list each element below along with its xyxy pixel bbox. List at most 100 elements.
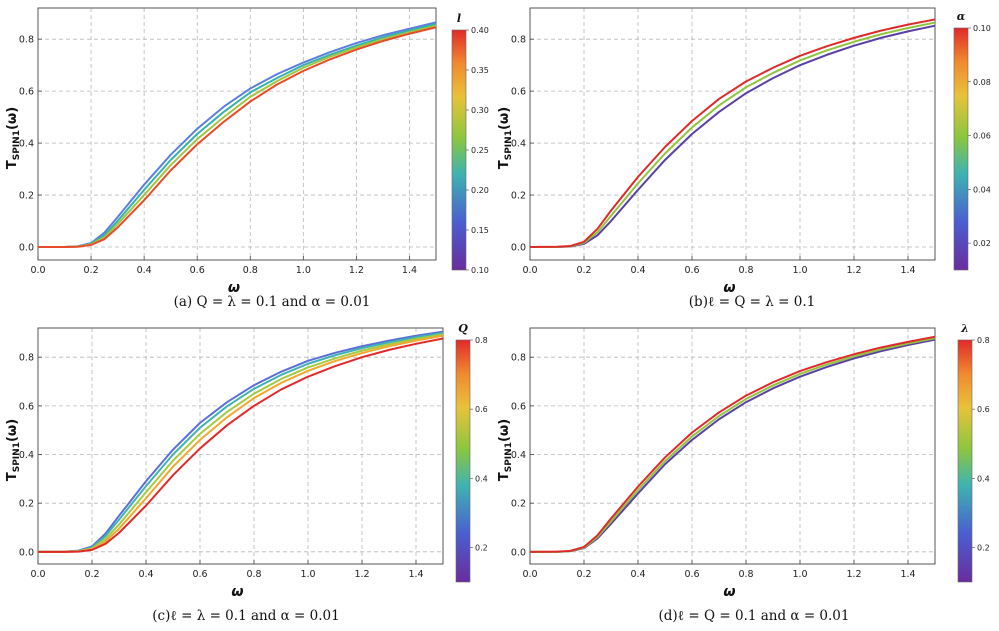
x-tick-label: 0.8: [738, 265, 753, 276]
y-tick-label: 0.8: [19, 353, 34, 364]
x-tick-label: 0.0: [30, 265, 45, 276]
x-tick-label: 0.6: [190, 265, 205, 276]
y-tick-label: 0.6: [511, 87, 526, 98]
colorbar-title: l: [457, 12, 461, 25]
x-tick-label: 0.0: [522, 569, 537, 580]
x-axis-label: ω: [228, 280, 240, 296]
x-tick-label: 1.0: [296, 265, 311, 276]
panel-caption: (a) Q = λ = 0.1 and α = 0.01: [174, 294, 371, 310]
x-tick-label: 0.2: [576, 265, 591, 276]
y-tick-label: 0.0: [19, 243, 34, 254]
series-line-1: [37, 331, 444, 553]
colorbar-tick-label: 0.4: [475, 474, 488, 483]
series-line-1: [38, 23, 437, 249]
panel-d: 0.0 0.2 0.4 0.6 0.8 1.0 1.2 1.40.00.20.40.60.8ω…: [497, 322, 990, 624]
series-line-3: [38, 26, 437, 249]
colorbar-tick-label: 0.02: [973, 239, 991, 248]
y-axis-label: TSPIN1(ω): [497, 419, 514, 481]
plot-frame: [529, 327, 936, 565]
x-tick-label: 0.4: [630, 569, 645, 580]
colorbar-tick-label: 0.2: [977, 543, 990, 552]
x-tick-label: 1.4: [900, 265, 915, 276]
y-tick-label: 0.4: [19, 450, 34, 461]
colorbar-title: λ: [960, 322, 969, 335]
colorbar: [451, 29, 467, 271]
panel-caption: (b)ℓ = Q = λ = 0.1: [689, 294, 815, 310]
x-tick-label: 0.8: [738, 569, 753, 580]
colorbar: [957, 339, 973, 583]
y-tick-label: 0.2: [511, 191, 526, 202]
y-tick-label: 0.2: [511, 499, 526, 510]
colorbar-tick-label: 0.6: [977, 405, 990, 414]
y-tick-label: 0.2: [19, 191, 34, 202]
y-tick-label: 0.8: [511, 35, 526, 46]
x-tick-label: 0.2: [84, 569, 99, 580]
x-tick-label: 1.2: [846, 265, 861, 276]
x-tick-label: 0.4: [630, 265, 645, 276]
colorbar-tick-label: 0.6: [475, 405, 488, 414]
series-line-2: [529, 18, 936, 249]
x-tick-label: 0.2: [84, 265, 99, 276]
plot-frame: [529, 7, 936, 261]
y-tick-label: 0.8: [511, 353, 526, 364]
x-axis-label: ω: [723, 584, 735, 600]
y-tick-label: 0.4: [511, 139, 526, 150]
series-line-2: [529, 335, 936, 553]
panel-caption: (d)ℓ = Q = 0.1 and α = 0.01: [658, 608, 849, 624]
panel-a: 0.0 0.2 0.4 0.6 0.8 1.0 1.2 1.40.00.20.40.60.8ω…: [5, 7, 489, 310]
colorbar-tick-label: 0.2: [475, 543, 488, 552]
x-tick-label: 0.6: [684, 569, 699, 580]
colorbar-tick-label: 0.20: [471, 186, 489, 195]
y-axis-label: TSPIN1(ω): [497, 107, 514, 169]
series-line-2: [37, 333, 444, 553]
x-axis-label: ω: [723, 280, 735, 296]
x-tick-label: 0.6: [684, 265, 699, 276]
series-line-0: [530, 338, 936, 553]
x-tick-label: 1.4: [402, 265, 417, 276]
x-tick-label: 1.0: [792, 265, 807, 276]
colorbar-tick-label: 0.40: [471, 26, 489, 35]
series-line-2: [38, 24, 437, 249]
x-tick-label: 0.6: [192, 569, 207, 580]
panel-caption: (c)ℓ = λ = 0.1 and α = 0.01: [152, 608, 339, 624]
series-line-0: [38, 21, 437, 249]
x-tick-label: 0.0: [30, 569, 45, 580]
y-tick-label: 0.0: [511, 547, 526, 558]
colorbar: [953, 27, 969, 271]
colorbar-tick-label: 0.35: [471, 66, 489, 75]
plot-frame: [37, 7, 437, 261]
x-tick-label: 1.4: [900, 569, 915, 580]
series-line-4: [38, 337, 444, 553]
x-tick-label: 0.2: [576, 569, 591, 580]
x-tick-label: 0.8: [246, 569, 261, 580]
panel-b: 0.0 0.2 0.4 0.6 0.8 1.0 1.2 1.40.00.20.40.60.8ω…: [497, 7, 991, 310]
x-axis-label: ω: [231, 584, 243, 600]
colorbar-tick-label: 0.8: [475, 336, 488, 345]
plot-frame: [37, 327, 444, 565]
y-tick-label: 0.6: [19, 401, 34, 412]
colorbar-tick-label: 0.08: [973, 78, 991, 87]
series-line-3: [38, 334, 444, 553]
y-tick-label: 0.2: [19, 499, 34, 510]
y-tick-label: 0.0: [19, 547, 34, 558]
x-tick-label: 0.0: [522, 265, 537, 276]
colorbar-tick-label: 0.4: [977, 474, 990, 483]
y-tick-label: 0.4: [511, 450, 526, 461]
series-line-0: [37, 330, 444, 553]
y-tick-label: 0.4: [19, 139, 34, 150]
colorbar: [455, 339, 471, 583]
x-tick-label: 1.2: [354, 569, 369, 580]
panel-c: 0.0 0.2 0.4 0.6 0.8 1.0 1.2 1.40.00.20.40.60.8ω…: [5, 322, 488, 624]
colorbar-tick-label: 0.10: [973, 24, 991, 33]
colorbar-tick-label: 0.25: [471, 146, 489, 155]
colorbar-tick-label: 0.10: [471, 266, 489, 275]
colorbar-tick-label: 0.06: [973, 132, 991, 141]
series-line-1: [530, 21, 936, 249]
y-tick-label: 0.8: [19, 35, 34, 46]
y-tick-label: 0.6: [511, 401, 526, 412]
x-tick-label: 1.2: [846, 569, 861, 580]
x-tick-label: 1.0: [792, 569, 807, 580]
x-tick-label: 1.4: [408, 569, 423, 580]
x-tick-label: 1.0: [300, 569, 315, 580]
